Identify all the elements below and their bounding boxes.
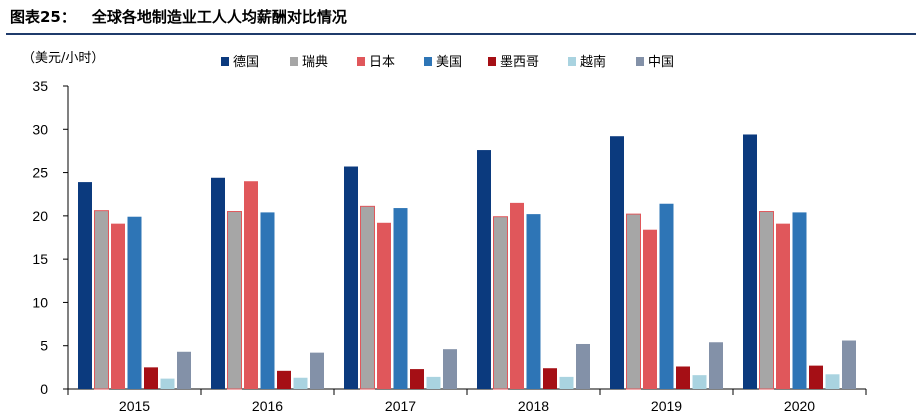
y-tick-label: 35 <box>32 78 48 94</box>
y-tick-label: 30 <box>32 121 48 137</box>
y-tick-label: 5 <box>40 338 48 354</box>
bar-2017-2 <box>360 205 375 390</box>
legend-swatch <box>636 57 644 66</box>
legend: 德国 瑞典 日本 美国 墨西哥 越南 中国 <box>221 54 674 70</box>
bar-2016-2 <box>227 211 242 390</box>
bar-2019-1 <box>610 136 624 389</box>
legend-label: 瑞典 <box>302 55 328 70</box>
figure-number: 图表25： <box>10 8 76 26</box>
bar-2018-6 <box>559 376 574 389</box>
bar-2015-6 <box>160 378 175 389</box>
bar-2018-2 <box>493 216 508 390</box>
x-tick-label: 2020 <box>784 398 815 413</box>
x-tick-label: 2015 <box>119 398 150 413</box>
x-tick-label: 2018 <box>518 398 549 413</box>
y-tick-label: 10 <box>32 294 48 310</box>
bar-2019-5 <box>676 366 690 389</box>
legend-label: 美国 <box>436 55 462 70</box>
bar-2017-3 <box>377 222 391 389</box>
legend-swatch <box>221 57 229 66</box>
bar-2016-3 <box>244 181 258 389</box>
y-tick-label: 20 <box>32 208 48 224</box>
bar-2018-7 <box>576 343 590 389</box>
bar-2019-6 <box>692 375 707 389</box>
bar-2015-4 <box>127 216 142 389</box>
bar-2016-5 <box>277 370 291 389</box>
legend-label: 中国 <box>648 55 674 70</box>
legend-swatch <box>488 57 496 66</box>
x-tick-label: 2019 <box>651 398 682 413</box>
bar-2016-6 <box>293 377 308 389</box>
x-axis: 2015 2016 2017 2018 2019 2020 <box>67 388 867 413</box>
bar-2020-1 <box>743 134 757 389</box>
bar-2015-3 <box>111 223 125 389</box>
legend-swatch <box>424 57 432 66</box>
y-axis: 0 5 10 15 20 25 30 35 <box>32 78 69 397</box>
bar-2018-5 <box>543 368 557 389</box>
bar-2016-7 <box>310 352 324 389</box>
x-tick-label: 2016 <box>252 398 283 413</box>
legend-label: 越南 <box>580 54 606 70</box>
bar-2015-5 <box>144 367 158 389</box>
bar-2018-1 <box>477 150 491 389</box>
figure-title: 图表25： 全球各地制造业工人人均薪酬对比情况 <box>10 6 347 27</box>
bar-2019-7 <box>709 342 723 389</box>
bar-2019-4 <box>659 203 674 389</box>
bars <box>78 134 856 390</box>
y-axis-unit-label: （美元/小时） <box>22 51 104 66</box>
bar-2020-7 <box>842 340 856 389</box>
y-tick-label: 15 <box>32 251 48 267</box>
bar-2020-4 <box>792 212 807 389</box>
bar-2015-2 <box>94 210 109 390</box>
bar-2015-1 <box>78 182 92 389</box>
legend-label: 德国 <box>233 55 259 70</box>
bar-2016-1 <box>211 177 225 389</box>
bar-2020-5 <box>809 365 823 389</box>
figure-title-text: 全球各地制造业工人人均薪酬对比情况 <box>91 8 347 26</box>
legend-label: 墨西哥 <box>500 55 539 70</box>
bar-2020-3 <box>776 223 790 389</box>
legend-swatch <box>568 57 576 66</box>
bar-2018-4 <box>526 214 541 389</box>
bar-2019-3 <box>643 229 657 389</box>
title-divider <box>6 33 916 35</box>
legend-swatch <box>290 57 298 66</box>
x-tick-label: 2017 <box>385 398 416 413</box>
bar-2016-4 <box>260 212 275 389</box>
bar-2017-7 <box>443 349 457 389</box>
bar-2015-7 <box>177 351 191 389</box>
legend-swatch <box>357 57 365 66</box>
bar-2020-2 <box>759 211 774 390</box>
bar-2017-6 <box>426 376 441 389</box>
bar-2019-2 <box>626 213 641 390</box>
bar-2017-4 <box>393 208 408 389</box>
y-tick-label: 0 <box>40 381 48 397</box>
bar-2018-3 <box>510 202 524 389</box>
bar-2020-6 <box>825 374 840 389</box>
bar-2017-1 <box>344 166 358 389</box>
bar-2017-5 <box>410 369 424 389</box>
y-tick-label: 25 <box>32 165 48 181</box>
legend-label: 日本 <box>369 55 395 70</box>
